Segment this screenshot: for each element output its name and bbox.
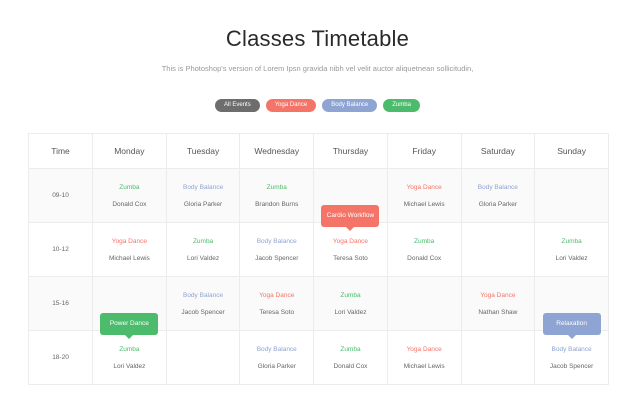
- class-cell[interactable]: Zumba Lori Valdez: [313, 276, 388, 331]
- class-name[interactable]: Yoga Dance: [406, 345, 442, 353]
- teacher-name: Michael Lewis: [403, 362, 445, 370]
- teacher-name: Lori Valdez: [187, 254, 220, 262]
- teacher-name: Lori Valdez: [113, 362, 146, 370]
- teacher-name: Gloria Parker: [257, 362, 296, 370]
- class-cell[interactable]: Zumba Lori Valdez: [534, 222, 609, 277]
- filter-zumba[interactable]: Zumba: [383, 99, 420, 112]
- header-thursday: Thursday: [313, 133, 388, 169]
- empty-cell: [534, 168, 609, 223]
- timetable: Time Monday Tuesday Wednesday Thursday Friday…: [28, 133, 609, 385]
- header-time: Time: [28, 133, 93, 169]
- teacher-name: Donald Cox: [112, 200, 147, 208]
- class-cell[interactable]: Body Balance Gloria Parker: [165, 168, 241, 223]
- header-monday: Monday: [92, 133, 167, 169]
- class-cell[interactable]: Body Balance Jacob Spencer: [165, 276, 241, 331]
- teacher-name: Lori Valdez: [555, 254, 588, 262]
- table-row: 15-16 Body Balance Jacob Spencer Yoga Dance…: [28, 276, 609, 331]
- class-cell[interactable]: Zumba Lori Valdez: [165, 222, 241, 277]
- teacher-name: Donald Cox: [407, 254, 442, 262]
- event-filters: All Events Yoga Dance Body Balance Zumba: [0, 99, 635, 112]
- page-title: Classes Timetable: [225, 26, 410, 51]
- class-cell[interactable]: Body Balance Jacob Spencer: [239, 222, 315, 277]
- class-name[interactable]: Body Balance: [182, 183, 224, 191]
- class-cell[interactable]: Cardio Workflow Yoga Dance Teresa Soto: [313, 205, 388, 277]
- table-row: 18-20 Power Dance Zumba Lori Valdez Body Bal…: [28, 313, 609, 385]
- filter-all-events[interactable]: All Events: [215, 99, 260, 112]
- table-row: 09-10 Zumba Donald Cox Body Balance Gloria P…: [28, 168, 609, 223]
- empty-cell: [460, 222, 536, 277]
- empty-cell: [165, 330, 241, 385]
- class-name[interactable]: Yoga Dance: [332, 237, 369, 245]
- class-name[interactable]: Zumba: [561, 237, 582, 245]
- class-cell[interactable]: Relaxation Body Balance Jacob Spencer: [534, 313, 609, 385]
- class-cell[interactable]: Power Dance Zumba Lori Valdez: [92, 313, 167, 385]
- class-tooltip: Relaxation: [542, 313, 601, 339]
- class-name[interactable]: Body Balance: [256, 345, 297, 353]
- teacher-name: Nathan Shaw: [478, 308, 518, 316]
- teacher-name: Jacob Spencer: [255, 254, 299, 262]
- class-tooltip: Power Dance: [100, 313, 159, 339]
- teacher-name: Brandon Burns: [255, 200, 299, 208]
- time-slot: 10-12: [28, 222, 93, 277]
- class-name[interactable]: Zumba: [119, 183, 140, 191]
- teacher-name: Michael Lewis: [403, 200, 445, 208]
- class-cell[interactable]: Yoga Dance Michael Lewis: [386, 330, 462, 385]
- filter-yoga-dance[interactable]: Yoga Dance: [265, 99, 317, 112]
- teacher-name: Michael Lewis: [108, 254, 150, 262]
- header-sunday: Sunday: [534, 133, 609, 169]
- teacher-name: Lori Valdez: [334, 308, 367, 316]
- header-wednesday: Wednesday: [239, 133, 315, 169]
- class-name[interactable]: Yoga Dance: [406, 183, 442, 191]
- class-name[interactable]: Zumba: [119, 345, 140, 353]
- class-name[interactable]: Body Balance: [551, 345, 592, 353]
- class-cell[interactable]: Body Balance Gloria Parker: [460, 168, 536, 223]
- time-slot: 18-20: [28, 330, 93, 385]
- class-name[interactable]: Zumba: [340, 291, 361, 299]
- empty-cell: [460, 330, 536, 385]
- class-name[interactable]: Zumba: [340, 345, 361, 353]
- class-name[interactable]: Yoga Dance: [480, 291, 516, 299]
- teacher-name: Teresa Soto: [259, 308, 295, 316]
- class-tooltip: Cardio Workflow: [321, 205, 380, 231]
- class-cell[interactable]: Body Balance Gloria Parker: [239, 330, 315, 385]
- class-name[interactable]: Zumba: [192, 237, 214, 245]
- class-cell[interactable]: Zumba Donald Cox: [92, 168, 167, 223]
- class-name[interactable]: Body Balance: [182, 291, 224, 299]
- teacher-name: Gloria Parker: [183, 200, 223, 208]
- teacher-name: Donald Cox: [333, 362, 368, 370]
- class-cell[interactable]: Zumba Brandon Burns: [239, 168, 315, 223]
- header-tuesday: Tuesday: [165, 133, 241, 169]
- class-cell[interactable]: Yoga Dance Michael Lewis: [92, 222, 167, 277]
- class-name[interactable]: Yoga Dance: [259, 291, 295, 299]
- header-saturday: Saturday: [460, 133, 536, 169]
- class-cell[interactable]: Yoga Dance Michael Lewis: [386, 168, 462, 223]
- teacher-name: Teresa Soto: [333, 254, 368, 262]
- teacher-name: Jacob Spencer: [549, 362, 594, 370]
- page-subtitle: This is Photoshop's version of Lorem Ips…: [161, 64, 474, 73]
- class-cell[interactable]: Zumba Donald Cox: [386, 222, 462, 277]
- time-slot: 15-16: [28, 276, 93, 331]
- class-cell[interactable]: Yoga Dance Teresa Soto: [239, 276, 315, 331]
- header-friday: Friday: [386, 133, 462, 169]
- class-cell[interactable]: Zumba Donald Cox: [313, 330, 388, 385]
- filter-body-balance[interactable]: Body Balance: [322, 99, 378, 112]
- empty-cell: [386, 276, 462, 331]
- class-name[interactable]: Body Balance: [477, 183, 518, 191]
- class-name[interactable]: Yoga Dance: [111, 237, 147, 245]
- class-name[interactable]: Zumba: [266, 183, 287, 191]
- class-name[interactable]: Zumba: [414, 237, 435, 245]
- class-name[interactable]: Body Balance: [256, 237, 297, 245]
- table-row: 10-12 Yoga Dance Michael Lewis Zumba Lori Va…: [28, 205, 609, 277]
- time-slot: 09-10: [28, 168, 93, 223]
- teacher-name: Gloria Parker: [478, 200, 518, 208]
- teacher-name: Jacob Spencer: [181, 308, 225, 316]
- class-cell[interactable]: Yoga Dance Nathan Shaw: [460, 276, 536, 331]
